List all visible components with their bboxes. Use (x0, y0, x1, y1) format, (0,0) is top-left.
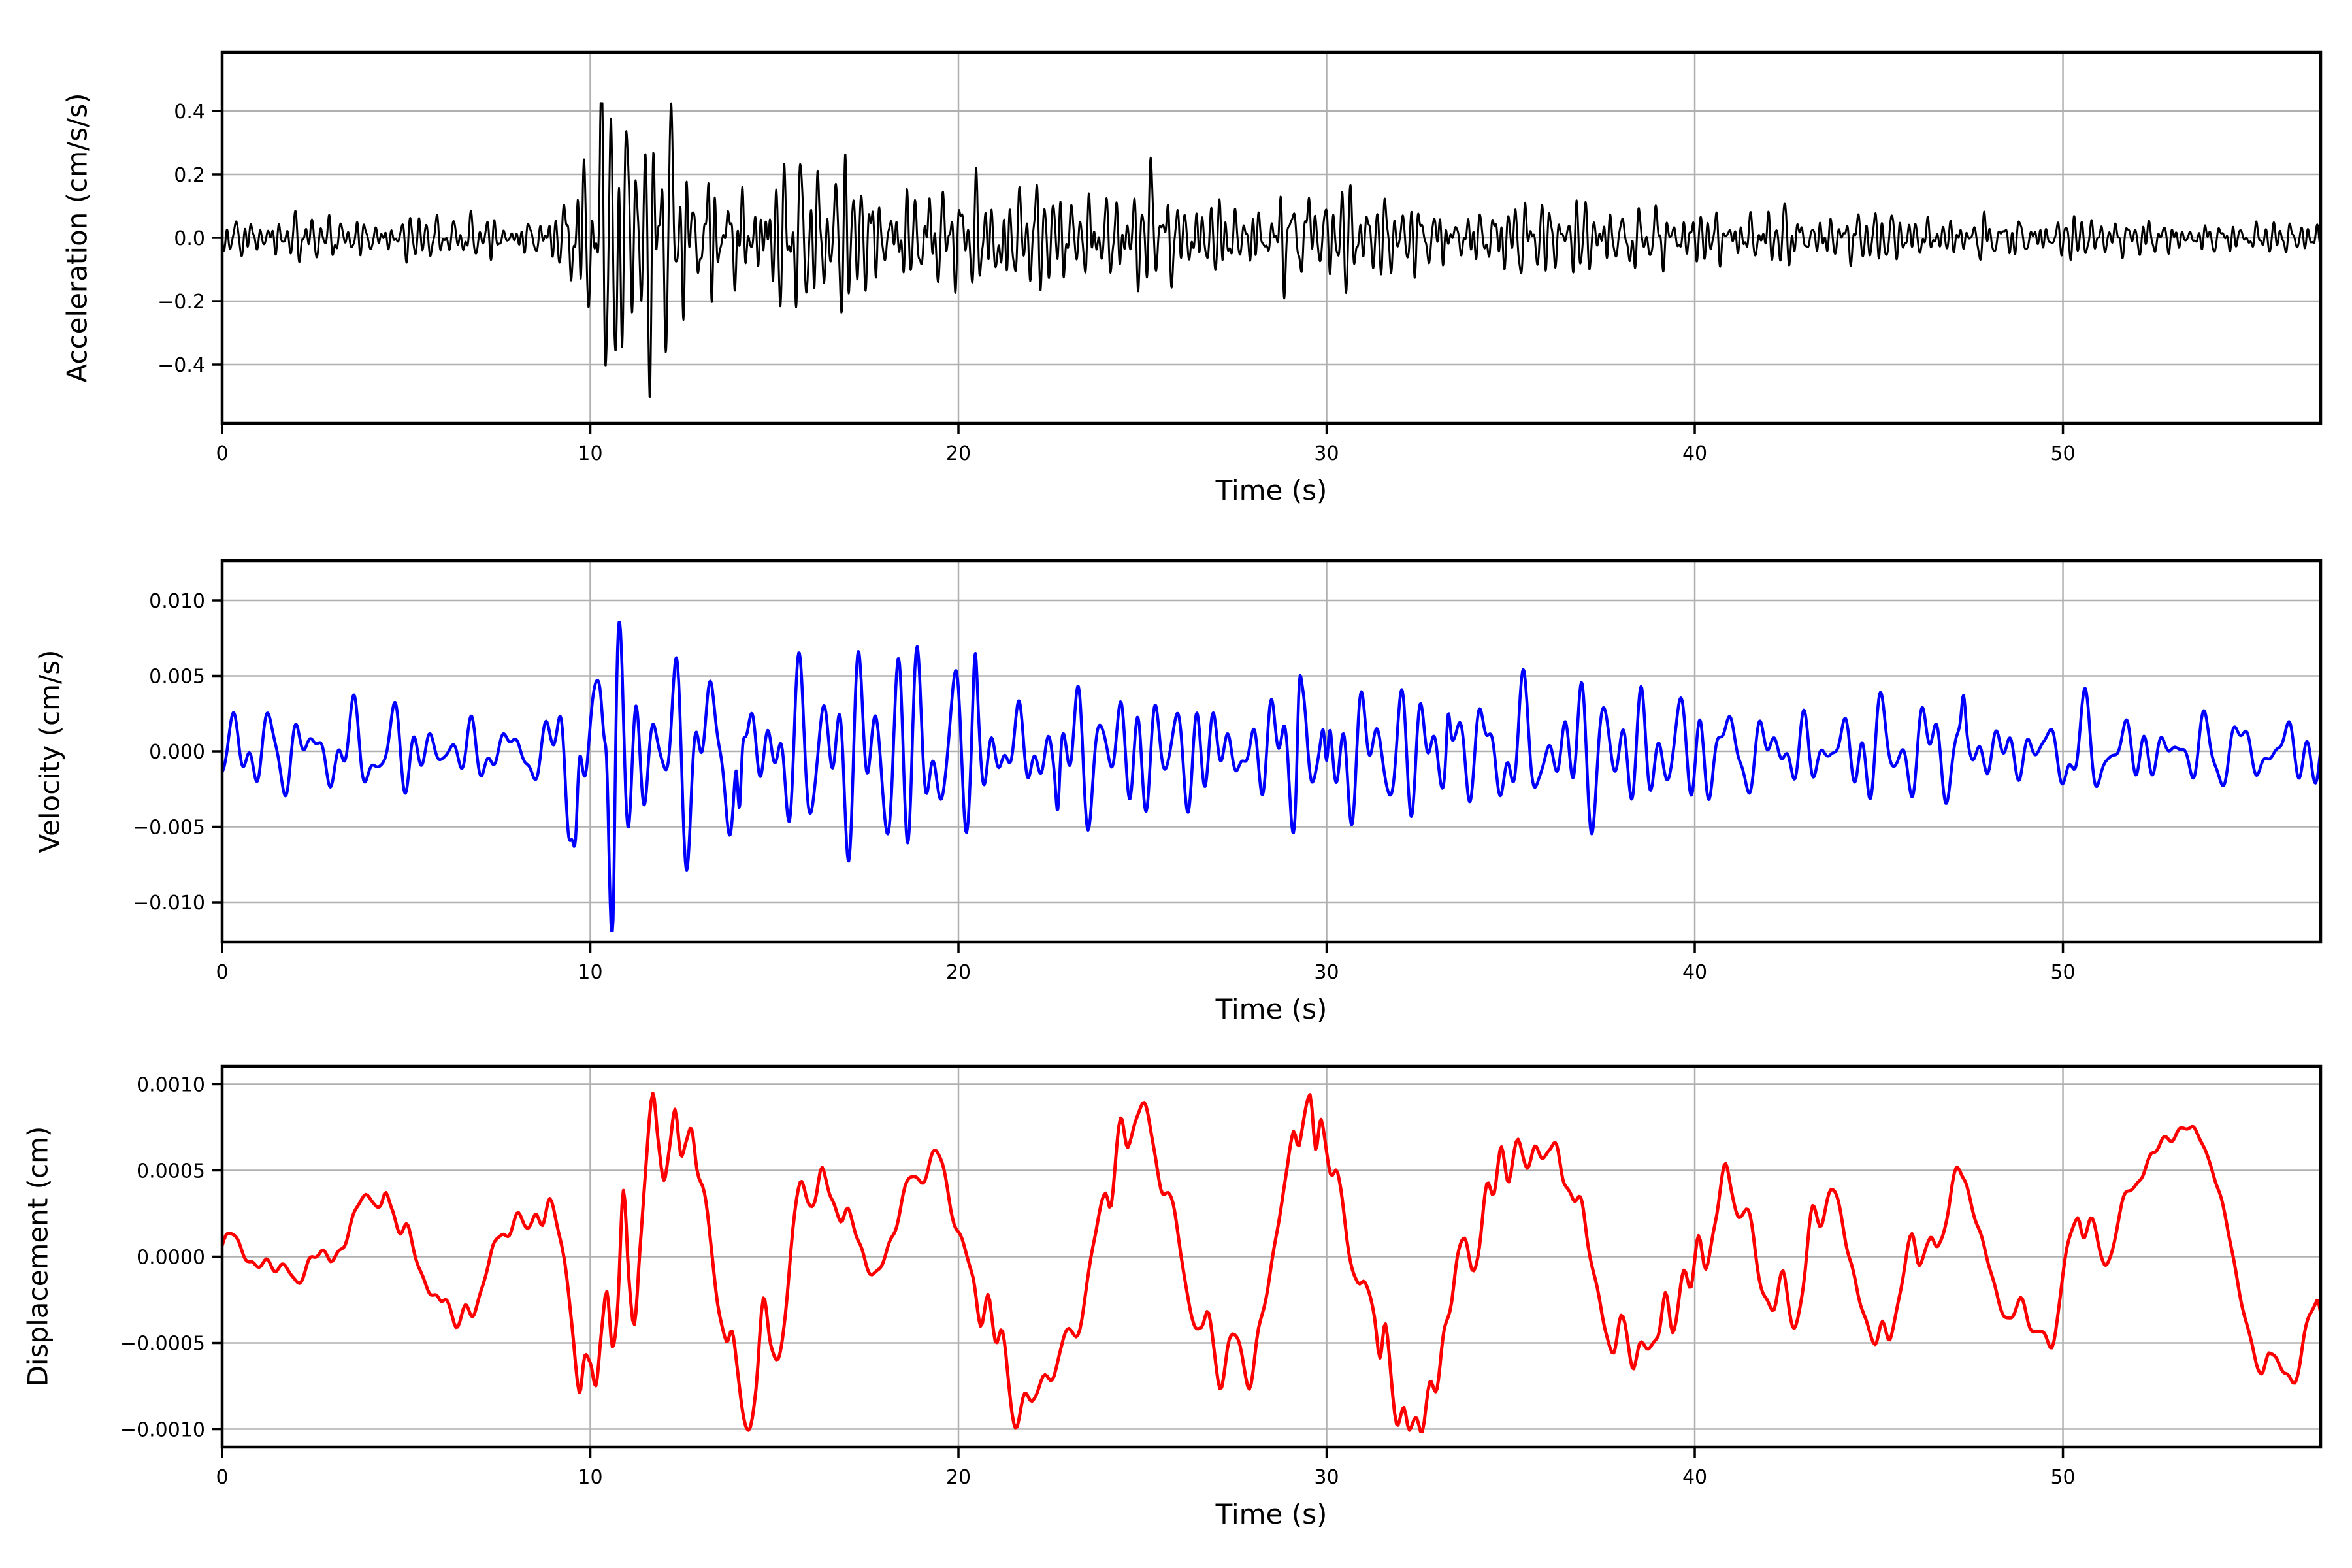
x-axis-label-displacement: Time (s) (1215, 1498, 1328, 1530)
x-tick-label: 20 (946, 1466, 971, 1489)
x-tick-label: 30 (1314, 442, 1339, 465)
y-tick-label: 0.010 (149, 590, 205, 613)
displacement-waveform (222, 1092, 2321, 1434)
y-tick-label: 0.005 (149, 665, 205, 688)
y-tick-label: 0.0010 (137, 1073, 205, 1096)
x-tick-label: 20 (946, 442, 971, 465)
y-axis-label-displacement: Displacement (cm) (22, 1126, 54, 1387)
y-tick-label: −0.2 (157, 291, 205, 314)
x-tick-label: 40 (1682, 442, 1707, 465)
x-tick-label: 40 (1682, 961, 1707, 984)
x-tick-label: 20 (946, 961, 971, 984)
y-tick-label: 0.0005 (137, 1160, 205, 1183)
y-tick-label: 0.0000 (137, 1247, 205, 1269)
y-tick-label: 0.0 (174, 227, 205, 250)
velocity-waveform (222, 621, 2321, 933)
displacement-subplot: 0 10 20 30 40 50 0.0010 0.0005 0.0000 −0.0005 −0.0… (120, 1064, 2323, 1489)
y-tick-label: −0.4 (157, 354, 205, 377)
x-tick-label: 10 (578, 1466, 602, 1489)
y-tick-label: 0.000 (149, 741, 205, 764)
x-tick-label: 50 (2050, 1466, 2075, 1489)
x-tick-label: 0 (216, 1466, 228, 1489)
y-axis-label-velocity: Velocity (cm/s) (33, 649, 66, 853)
x-tick-label: 10 (578, 442, 602, 465)
y-tick-label: −0.005 (133, 817, 205, 840)
y-tick-label: −0.010 (133, 892, 205, 915)
x-tick-label: 0 (216, 442, 228, 465)
x-tick-label: 0 (216, 961, 228, 984)
velocity-subplot: 0 10 20 30 40 50 0.010 0.005 0.000 −0.005 −0.010 (133, 559, 2323, 984)
x-axis-label-acceleration: Time (s) (1215, 474, 1328, 506)
y-axis-label-acceleration: Acceleration (cm/s/s) (61, 93, 93, 383)
acceleration-subplot: 0 10 20 30 40 50 0.4 0.2 0.0 −0.2 −0.4 (157, 50, 2323, 465)
x-tick-label: 10 (578, 961, 602, 984)
y-tick-label: 0.4 (174, 101, 205, 123)
acceleration-waveform (222, 102, 2321, 398)
y-tick-label: 0.2 (174, 164, 205, 187)
y-tick-label: −0.0005 (120, 1333, 205, 1356)
x-tick-label: 40 (1682, 1466, 1707, 1489)
x-tick-label: 30 (1314, 1466, 1339, 1489)
x-tick-label: 30 (1314, 961, 1339, 984)
x-tick-label: 50 (2050, 961, 2075, 984)
x-axis-label-velocity: Time (s) (1215, 993, 1328, 1025)
y-tick-label: −0.0010 (120, 1419, 205, 1442)
x-tick-label: 50 (2050, 442, 2075, 465)
